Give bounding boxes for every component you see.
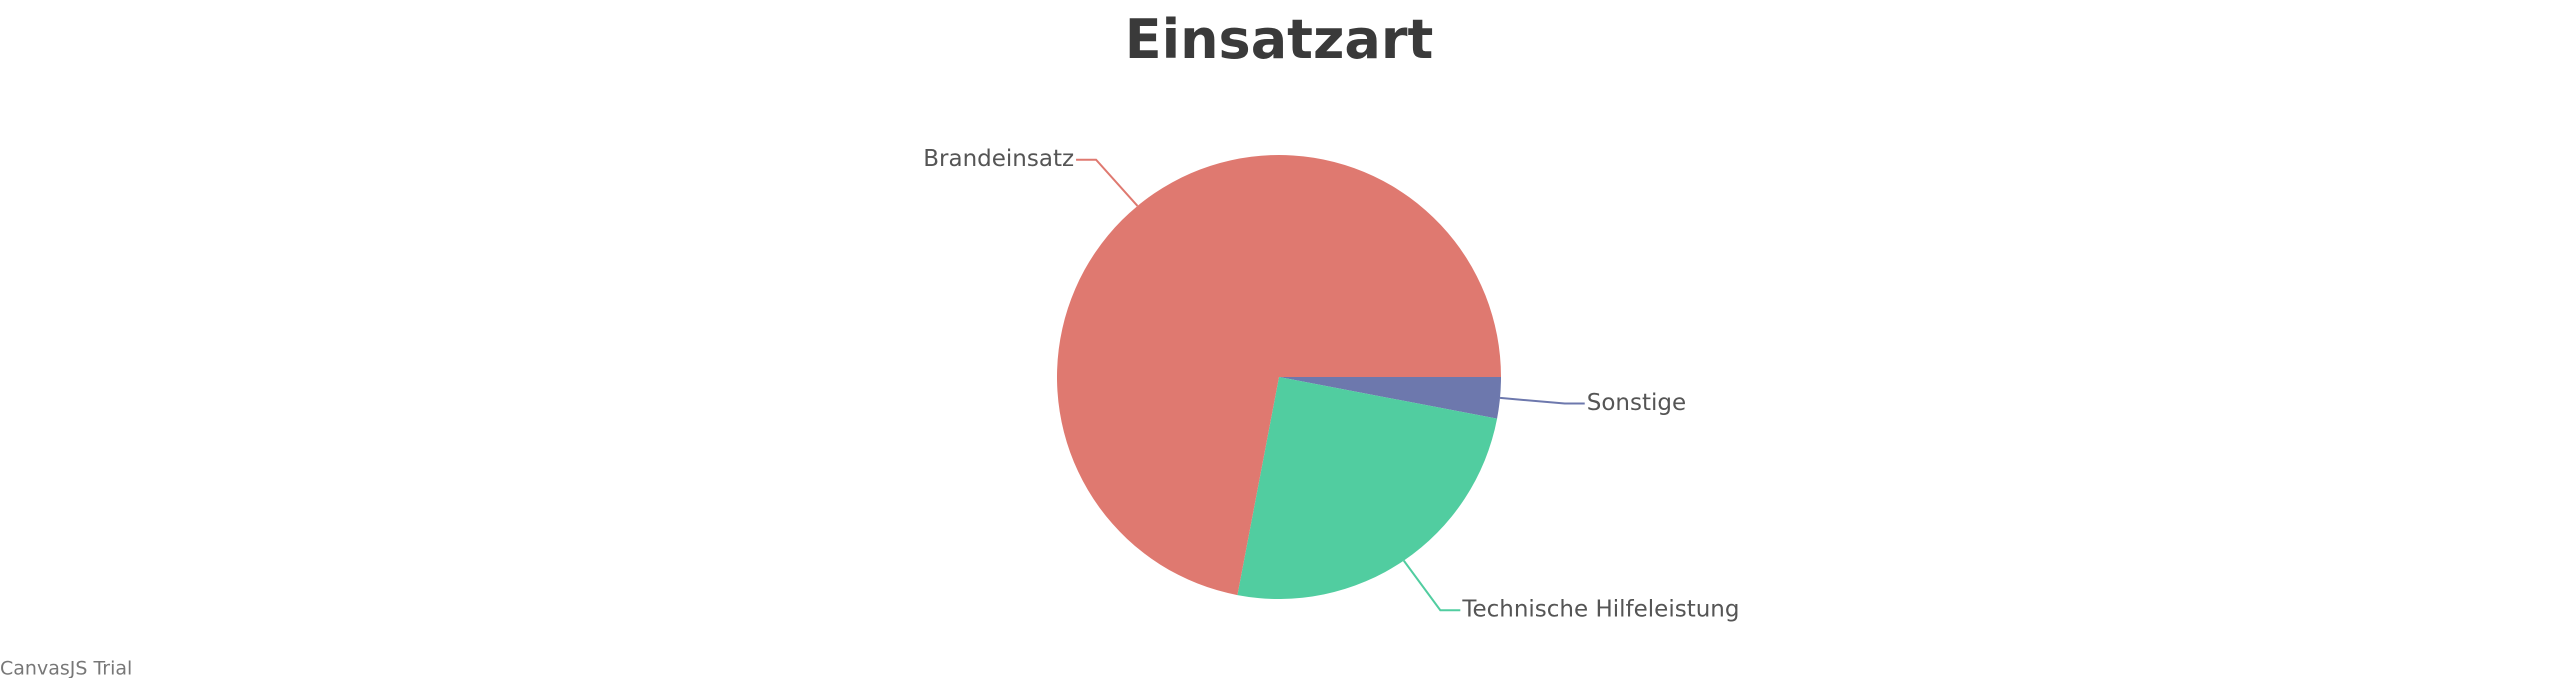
slice-label: Sonstige [1587, 390, 1686, 416]
leader-line [1076, 158, 1139, 207]
slice-label: Brandeinsatz [923, 146, 1074, 172]
leader-line [1499, 396, 1585, 405]
watermark: CanvasJS Trial [0, 658, 132, 678]
pie-slice [1279, 377, 1502, 419]
leader-line [1402, 560, 1461, 612]
slice-label: Technische Hilfeleistung [1461, 597, 1739, 623]
pie-slice [1237, 377, 1498, 599]
pie-slice [1057, 154, 1501, 596]
chart-title: Einsatzart [1125, 8, 1434, 71]
